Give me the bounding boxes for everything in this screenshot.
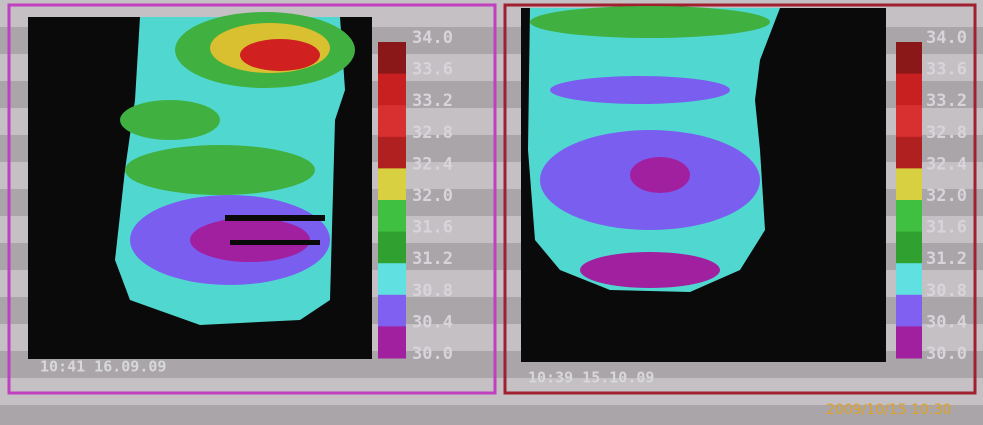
scale-label: 30.8 [412, 281, 453, 301]
scale-label: 33.6 [412, 60, 453, 80]
scale-segment [378, 326, 406, 359]
scale-label: 32.4 [926, 154, 967, 174]
scale-label: 31.6 [412, 218, 453, 238]
color-scale: 34.0 33.6 33.2 32.8 32.4 32.0 31.6 31.2 30.8 30.4… [378, 28, 453, 364]
thermal-zone [550, 76, 730, 104]
scale-segment [896, 326, 922, 359]
scale-label: 33.2 [926, 91, 967, 111]
scale-label: 30.4 [412, 312, 453, 332]
thermal-zone [240, 39, 320, 71]
scale-segment [896, 136, 922, 169]
scale-segment [896, 168, 922, 201]
thermal-zone [630, 157, 690, 193]
scan-gap [225, 215, 325, 221]
scale-label: 34.0 [926, 28, 967, 48]
right-panel: 34.0 33.6 33.2 32.8 32.4 32.0 31.6 31.2 30.8 30.4… [503, 3, 977, 395]
scale-label: 30.8 [926, 281, 967, 301]
scale-label: 31.2 [412, 249, 453, 269]
timestamp: 10:39 15.10.09 [528, 369, 654, 387]
scale-segment [378, 42, 406, 75]
thermal-zone [580, 252, 720, 288]
scale-segment [378, 263, 406, 296]
scale-label: 33.6 [926, 60, 967, 80]
thermal-zone [125, 145, 315, 195]
scale-segment [378, 200, 406, 233]
scale-label: 30.0 [412, 344, 453, 364]
scale-label: 32.4 [412, 154, 453, 174]
scale-segment [378, 105, 406, 138]
scale-segment [896, 263, 922, 296]
scale-label: 32.8 [412, 123, 453, 143]
scale-segment [378, 294, 406, 327]
scale-segment [896, 294, 922, 327]
camera-stamp: 2009/10/15 10:30 [826, 402, 952, 418]
scale-segment [896, 105, 922, 138]
left-panel: 34.0 33.6 33.2 32.8 32.4 32.0 31.6 31.2 30.8 30.4… [7, 3, 497, 395]
thermal-zone [120, 100, 220, 140]
scale-segment [378, 136, 406, 169]
scale-label: 31.2 [926, 249, 967, 269]
scale-segment [378, 168, 406, 201]
scale-segment [896, 200, 922, 233]
timestamp: 10:41 16.09.09 [40, 358, 166, 376]
color-scale: 34.0 33.6 33.2 32.8 32.4 32.0 31.6 31.2 30.8 30.4… [896, 28, 967, 364]
scale-segment [896, 42, 922, 75]
scale-label: 32.8 [926, 123, 967, 143]
scale-segment [378, 73, 406, 106]
scale-label: 30.4 [926, 312, 967, 332]
scale-segment [896, 73, 922, 106]
scale-label: 32.0 [412, 186, 453, 206]
scale-label: 33.2 [412, 91, 453, 111]
scan-gap [230, 240, 320, 245]
thermal-zone [530, 6, 770, 38]
scale-segment [378, 231, 406, 264]
scale-label: 30.0 [926, 344, 967, 364]
scale-label: 32.0 [926, 186, 967, 206]
panel-border [7, 3, 497, 395]
scale-segment [896, 231, 922, 264]
scale-label: 31.6 [926, 218, 967, 238]
scale-label: 34.0 [412, 28, 453, 48]
panel-border [503, 3, 977, 395]
